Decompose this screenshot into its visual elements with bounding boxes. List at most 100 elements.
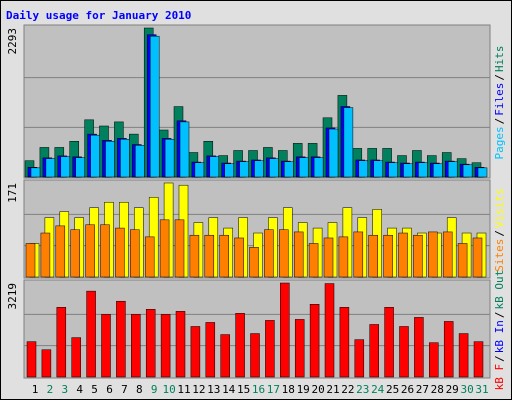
bar (462, 164, 473, 178)
bar (159, 219, 170, 278)
bar (86, 290, 96, 378)
x-tick-label: 24 (371, 383, 385, 396)
x-tick-label: 13 (207, 383, 220, 396)
bar (458, 333, 469, 378)
x-tick-label: 12 (192, 383, 205, 396)
x-tick-label: 3 (61, 383, 68, 396)
bar (414, 317, 424, 378)
bar (368, 234, 378, 278)
x-tick-label: 19 (297, 383, 310, 396)
bar (41, 349, 52, 378)
bar (175, 311, 186, 378)
x-tick-label: 9 (151, 383, 158, 396)
x-tick-label: 18 (282, 383, 295, 396)
bar (472, 237, 483, 278)
bar (442, 231, 453, 278)
bar (265, 320, 275, 378)
bar (309, 304, 320, 378)
bar (131, 314, 141, 378)
bar (105, 141, 115, 178)
bar (115, 227, 125, 278)
bar (477, 167, 488, 178)
x-tick-label: 8 (136, 383, 143, 396)
bar (369, 324, 379, 378)
y-tick-label: 3219 (6, 283, 19, 310)
x-tick-label: 21 (326, 383, 339, 396)
legend-separator: / (493, 230, 506, 237)
bar (116, 300, 126, 378)
bar (433, 163, 443, 178)
bar (313, 157, 324, 178)
legend-separator: / (493, 118, 506, 125)
bar (383, 234, 393, 278)
bar (30, 167, 41, 178)
bar (26, 341, 37, 378)
x-tick-label: 14 (222, 383, 236, 396)
bar (443, 321, 454, 378)
bar (339, 307, 350, 378)
bar (40, 232, 51, 278)
x-tick-label: 25 (386, 383, 399, 396)
bar (234, 237, 244, 278)
bar (457, 243, 468, 278)
bar (56, 307, 67, 378)
x-tick-label: 20 (311, 383, 324, 396)
x-tick-label: 28 (431, 383, 444, 396)
legend: kB F/kB In/kB Out (493, 270, 506, 391)
bar (279, 229, 289, 278)
bar (373, 160, 383, 178)
bar (235, 313, 245, 378)
bar (294, 319, 305, 378)
x-tick-label: 29 (446, 383, 459, 396)
bar (71, 337, 81, 378)
bar (418, 162, 428, 178)
bar (428, 231, 438, 278)
bar (209, 156, 220, 178)
bar (55, 225, 66, 278)
x-tick-label: 26 (401, 383, 414, 396)
x-tick-label: 4 (76, 383, 83, 396)
bar (324, 283, 335, 378)
bar (189, 234, 200, 278)
bar (269, 158, 279, 178)
bar (388, 162, 398, 178)
bar (384, 307, 394, 378)
bar (145, 309, 156, 378)
bar (293, 231, 304, 278)
y-tick-label: 2293 (6, 28, 19, 55)
bar (85, 224, 95, 278)
legend-separator: / (493, 74, 506, 81)
bar (308, 243, 319, 278)
bar (205, 322, 216, 378)
x-tick-label: 22 (341, 383, 354, 396)
bar (338, 236, 349, 278)
x-tick-label: 11 (177, 383, 190, 396)
x-tick-label: 31 (475, 383, 488, 396)
legend-entry: kB F (493, 364, 506, 391)
x-tick-label: 16 (252, 383, 265, 396)
bar (204, 234, 215, 278)
bar (413, 234, 423, 278)
bar (101, 314, 111, 378)
bar (224, 163, 234, 178)
chart-title: Daily usage for January 2010 (6, 9, 191, 22)
legend-entry: Pages (493, 126, 506, 159)
bar (220, 334, 230, 378)
bar (403, 163, 413, 178)
bar (45, 158, 56, 178)
bar (429, 342, 439, 378)
bar (219, 234, 229, 278)
bar (174, 219, 185, 278)
bar (144, 236, 155, 278)
bar (250, 333, 260, 378)
bar (179, 121, 190, 178)
bar (130, 229, 140, 278)
x-tick-label: 6 (106, 383, 113, 396)
bar (323, 237, 334, 278)
bar (399, 326, 409, 378)
legend: Pages/Files/Hits (493, 46, 506, 160)
bar (264, 229, 274, 278)
legend-entry: Visits (493, 188, 506, 228)
